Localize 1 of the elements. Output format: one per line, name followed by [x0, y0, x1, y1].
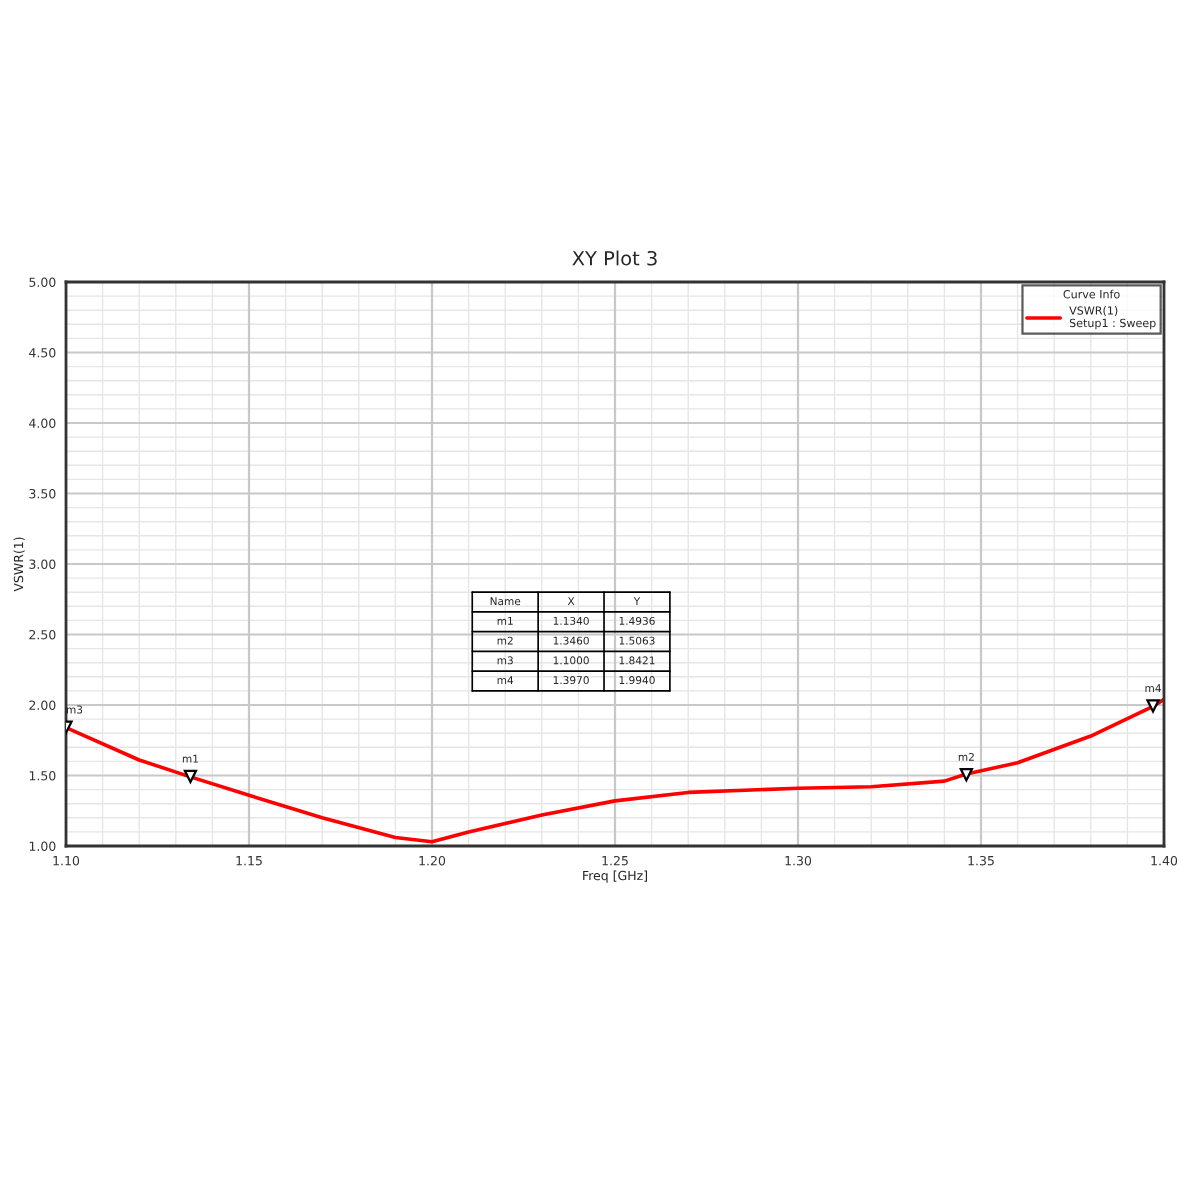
chart-title: XY Plot 3: [572, 250, 657, 266]
